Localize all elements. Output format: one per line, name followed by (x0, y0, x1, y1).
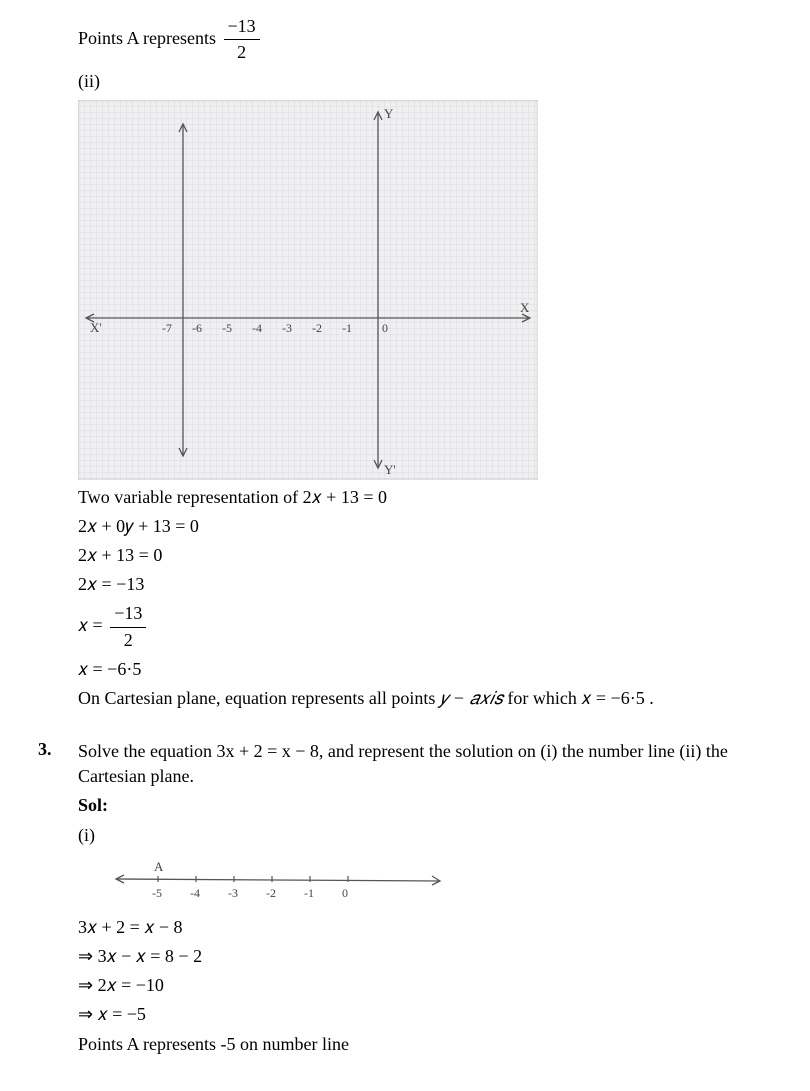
svg-text:-5: -5 (152, 886, 162, 900)
sol-label: Sol: (78, 793, 790, 818)
intro-line: Points A represents −13 2 (78, 14, 790, 65)
svg-text:-6: -6 (192, 321, 202, 335)
part-i-label: (i) (78, 823, 790, 848)
intro-fraction: −13 2 (224, 14, 260, 65)
svg-text:X': X' (90, 320, 102, 335)
question-3: 3. Solve the equation 3x + 2 = x − 8, an… (78, 739, 790, 1057)
svg-text:A: A (154, 859, 164, 874)
numline-svg: -5 -4 -3 -2 -1 0 A (98, 854, 458, 909)
sol-line-1: 3𝑥 + 2 = 𝑥 − 8 (78, 915, 790, 940)
svg-text:-2: -2 (266, 886, 276, 900)
eq7-post: for which 𝑥 = −6·5 . (507, 688, 653, 708)
svg-text:-5: -5 (222, 321, 232, 335)
eq-line-1: Two variable representation of 2𝑥 + 13 =… (78, 485, 790, 510)
part-ii-label: (ii) (78, 69, 790, 94)
eq5-den: 2 (110, 628, 146, 653)
q3-text: Solve the equation 3x + 2 = x − 8, and r… (78, 739, 790, 789)
eq5-pre: 𝑥 = (78, 615, 107, 635)
intro-text: Points A represents (78, 28, 221, 48)
svg-text:-4: -4 (190, 886, 200, 900)
eq5-num: −13 (110, 601, 146, 627)
sol-line-2: ⇒ 3𝑥 − 𝑥 = 8 − 2 (78, 944, 790, 969)
eq-line-2: 2𝑥 + 0𝑦 + 13 = 0 (78, 514, 790, 539)
svg-text:0: 0 (382, 321, 388, 335)
svg-text:-2: -2 (312, 321, 322, 335)
svg-text:-4: -4 (252, 321, 262, 335)
eq-line-7: On Cartesian plane, equation represents … (78, 686, 790, 711)
eq-line-5: 𝑥 = −13 2 (78, 601, 790, 652)
eq-line-3: 2𝑥 + 13 = 0 (78, 543, 790, 568)
sol-line-3: ⇒ 2𝑥 = −10 (78, 973, 790, 998)
svg-text:X: X (520, 300, 530, 315)
svg-text:-3: -3 (282, 321, 292, 335)
number-line: -5 -4 -3 -2 -1 0 A (98, 854, 458, 909)
sol-line-5: Points A represents -5 on number line (78, 1032, 790, 1057)
svg-text:-1: -1 (304, 886, 314, 900)
svg-text:-3: -3 (228, 886, 238, 900)
frac-num: −13 (224, 14, 260, 40)
eq-line-6: 𝑥 = −6·5 (78, 657, 790, 682)
svg-text:-7: -7 (162, 321, 172, 335)
svg-text:-1: -1 (342, 321, 352, 335)
frac-den: 2 (224, 40, 260, 65)
svg-text:Y: Y (384, 106, 394, 121)
eq5-fraction: −13 2 (110, 601, 146, 652)
eq7-pre: On Cartesian plane, equation represents … (78, 688, 440, 708)
svg-text:0: 0 (342, 886, 348, 900)
graph-svg: Y Y' X X' -7 -6 -5 -4 -3 -2 -1 0 (78, 100, 538, 480)
svg-text:Y': Y' (384, 462, 396, 477)
cartesian-graph: Y Y' X X' -7 -6 -5 -4 -3 -2 -1 0 (78, 100, 538, 480)
q3-number: 3. (38, 739, 52, 760)
eq-line-4: 2𝑥 = −13 (78, 572, 790, 597)
eq7-mid: 𝑦 − 𝑎𝑥𝑖𝑠 (440, 688, 503, 708)
